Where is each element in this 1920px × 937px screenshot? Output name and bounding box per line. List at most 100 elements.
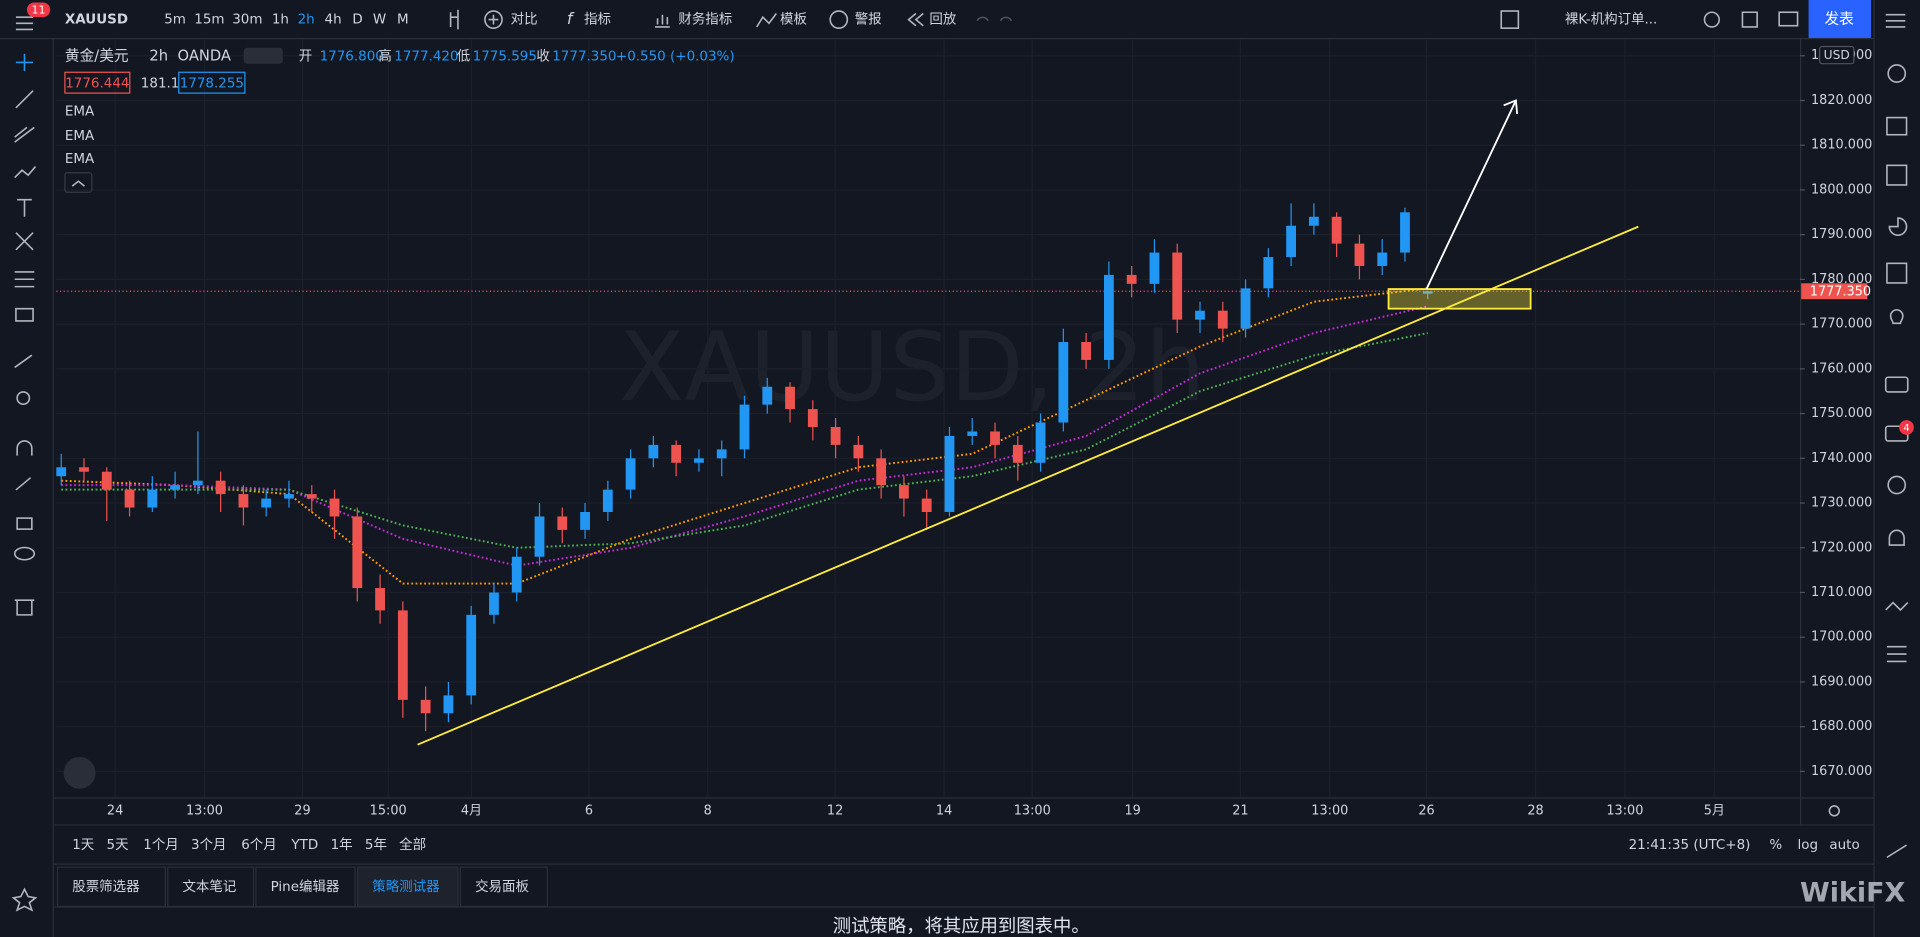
low-label: 低	[457, 48, 471, 64]
interval-group: 5m 15m 30m 1h 2h 4h D W M	[164, 12, 408, 28]
tab[interactable]	[356, 866, 459, 907]
chat-badge	[1899, 420, 1914, 435]
tab[interactable]	[255, 866, 356, 907]
topbar-icons	[449, 9, 1799, 30]
percent-toggle[interactable]: %	[1769, 837, 1782, 853]
range-button[interactable]: 1天	[72, 837, 94, 853]
templates[interactable]: 模板	[780, 12, 807, 28]
frame	[0, 0, 1875, 937]
candle-body	[1081, 342, 1092, 360]
interval[interactable]: 4h	[325, 12, 342, 28]
interval[interactable]: 5m	[164, 12, 186, 28]
notification-badge[interactable]	[26, 2, 51, 18]
x-tick-label: 6	[585, 803, 593, 818]
range-button[interactable]: 全部	[399, 836, 426, 853]
y-tick-label: 1690.000	[1811, 674, 1872, 689]
tab[interactable]	[56, 866, 166, 907]
x-tick-label: 13:00	[1606, 803, 1643, 818]
financials[interactable]: 财务指标	[678, 12, 732, 28]
range-button[interactable]: 5天	[107, 837, 129, 853]
indicators[interactable]: 指标	[584, 12, 611, 28]
open-value: 1776.800	[320, 48, 384, 64]
candle-body	[1195, 310, 1205, 320]
interval[interactable]: 30m	[232, 12, 262, 28]
candle-body	[1240, 288, 1251, 329]
bid: 1776.444	[65, 75, 129, 91]
collapse-button[interactable]	[64, 172, 93, 193]
interval[interactable]: 1h	[272, 12, 289, 28]
candle-body	[1012, 444, 1023, 463]
arrow[interactable]	[1425, 99, 1519, 290]
interval[interactable]: W	[373, 12, 386, 28]
interval[interactable]: 15m	[194, 12, 224, 28]
range-button[interactable]: 6个月	[241, 837, 277, 853]
candle-body	[352, 516, 363, 589]
compare[interactable]: 对比	[511, 12, 538, 28]
log-toggle[interactable]: log	[1798, 837, 1819, 853]
candle-body	[1263, 257, 1274, 289]
high-label: 高	[378, 47, 391, 64]
candle-body	[306, 494, 317, 499]
cloud-button[interactable]	[63, 756, 96, 789]
y-tick-label: 1780.000	[1811, 272, 1872, 287]
candle-body	[1149, 252, 1160, 284]
candle-body	[1286, 225, 1296, 258]
candle-body	[694, 458, 704, 463]
range-button[interactable]: 5年	[365, 837, 387, 853]
trend-line[interactable]	[417, 225, 1639, 746]
candle-body	[739, 404, 750, 450]
symbol[interactable]: XAUUSD	[65, 12, 128, 28]
tab-label: 股票筛选器	[72, 879, 140, 895]
clock: 21:41:35 (UTC+8)	[1629, 837, 1751, 853]
interval[interactable]: M	[397, 12, 409, 28]
interval[interactable]: D	[352, 12, 362, 28]
y-tick-label: 1680.000	[1811, 719, 1872, 734]
alerts[interactable]: 警报	[855, 12, 882, 28]
layout-name[interactable]: 裸K-机构订单...	[1565, 12, 1657, 28]
x-tick-label: 28	[1527, 803, 1543, 818]
candle-body	[147, 489, 158, 508]
study[interactable]: EMA	[65, 103, 95, 119]
y-tick-label: 1700.000	[1811, 630, 1872, 645]
range-button[interactable]: YTD	[290, 837, 318, 853]
tabs: 股票筛选器 文本笔记 Pine编辑器 策略测试器 交易面板	[56, 866, 548, 907]
candle-body	[648, 444, 659, 459]
candle-body	[967, 431, 978, 436]
replay[interactable]: 回放	[929, 12, 956, 28]
ask-box	[178, 71, 246, 94]
range-button[interactable]: 3个月	[191, 837, 227, 853]
candle-body	[716, 449, 727, 459]
collapse-icon	[71, 180, 85, 187]
tab[interactable]	[459, 866, 548, 907]
candle-body	[1308, 216, 1319, 226]
range-button[interactable]: 1个月	[143, 837, 179, 853]
tab[interactable]	[167, 866, 255, 907]
ask: 1778.255	[180, 75, 244, 91]
x-tick-label: 4月	[461, 803, 482, 818]
fx-icon: f	[567, 9, 575, 28]
zone-rectangle[interactable]	[1387, 288, 1532, 310]
candle-body	[899, 485, 909, 499]
candle-body	[1400, 212, 1410, 253]
range-button[interactable]: 1年	[331, 837, 353, 853]
interval[interactable]: 2h	[298, 12, 315, 28]
tab-label: 文本笔记	[182, 879, 236, 895]
candle-body	[466, 614, 477, 696]
x-tick-label: 19	[1124, 803, 1140, 818]
study[interactable]: EMA	[65, 128, 95, 144]
study[interactable]: EMA	[65, 151, 95, 167]
candle-body	[284, 494, 294, 499]
candle-body	[853, 444, 864, 459]
candle-body	[443, 695, 454, 714]
spread: 181.1	[141, 75, 180, 91]
candle-body	[1354, 243, 1365, 266]
publish-button[interactable]	[1808, 0, 1872, 38]
low-value: 1775.595	[473, 48, 537, 64]
candle-body	[124, 489, 135, 508]
settings-icon[interactable]	[1828, 805, 1840, 817]
auto-toggle[interactable]: auto	[1829, 837, 1859, 853]
y-tick-label: 1710.000	[1811, 585, 1872, 600]
legend-toggle[interactable]	[243, 47, 283, 64]
candle-body	[329, 498, 340, 517]
